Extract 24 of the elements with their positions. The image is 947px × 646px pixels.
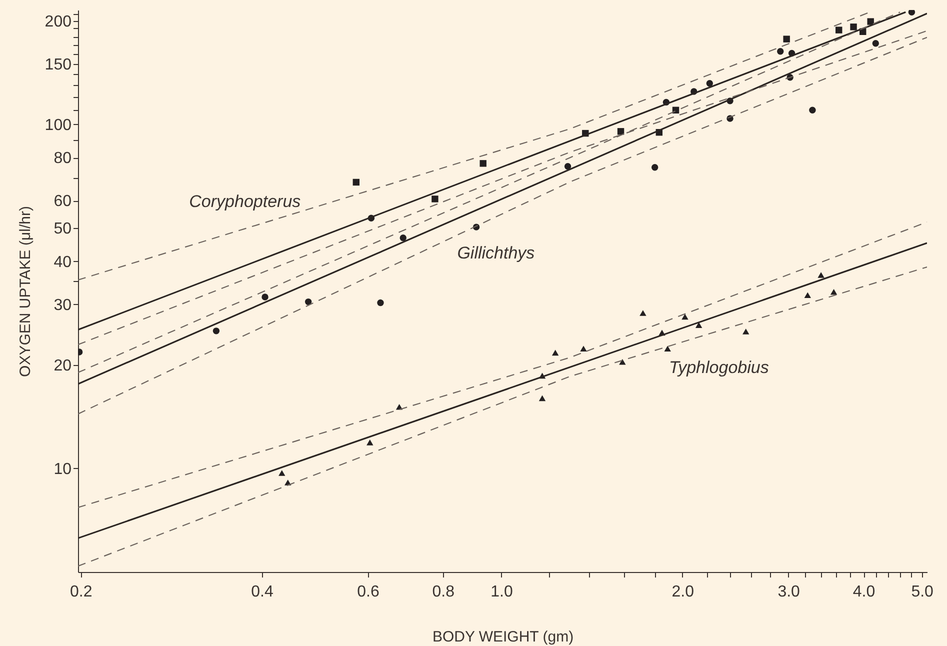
y-axis-title: OXYGEN UPTAKE (μl/hr) (16, 206, 34, 377)
x-tick-label: 3.0 (778, 584, 800, 600)
annotation: Gillichthys (457, 243, 536, 262)
x-tick-label: 1.0 (490, 584, 513, 600)
y-tick-label: 20 (54, 357, 72, 374)
y-tick-label: 60 (54, 193, 72, 210)
y-tick-label: 200 (44, 13, 72, 30)
x-tick-label: 0.2 (70, 584, 92, 600)
y-tick-label: 50 (54, 220, 72, 238)
x-tick-label: 0.6 (357, 584, 380, 600)
x-tick-label: 2.0 (672, 584, 694, 600)
y-tick-label: 30 (54, 296, 72, 314)
y-tick-label: 80 (54, 150, 72, 168)
annotation: Coryphopterus (189, 192, 302, 211)
x-tick-label: 5.0 (911, 584, 934, 600)
x-tick-label: 4.0 (852, 584, 876, 600)
y-tick-label: 40 (54, 254, 72, 271)
x-tick-label: 0.4 (251, 584, 274, 600)
x-axis-title: BODY WEIGHT (gm) (432, 628, 574, 646)
x-tick-label: 0.8 (432, 584, 455, 600)
y-tick-label: 100 (44, 116, 72, 134)
annotation: Typhlogobius (668, 358, 770, 377)
y-tick-label: 150 (44, 56, 72, 74)
y-tick-label: 10 (54, 460, 72, 478)
